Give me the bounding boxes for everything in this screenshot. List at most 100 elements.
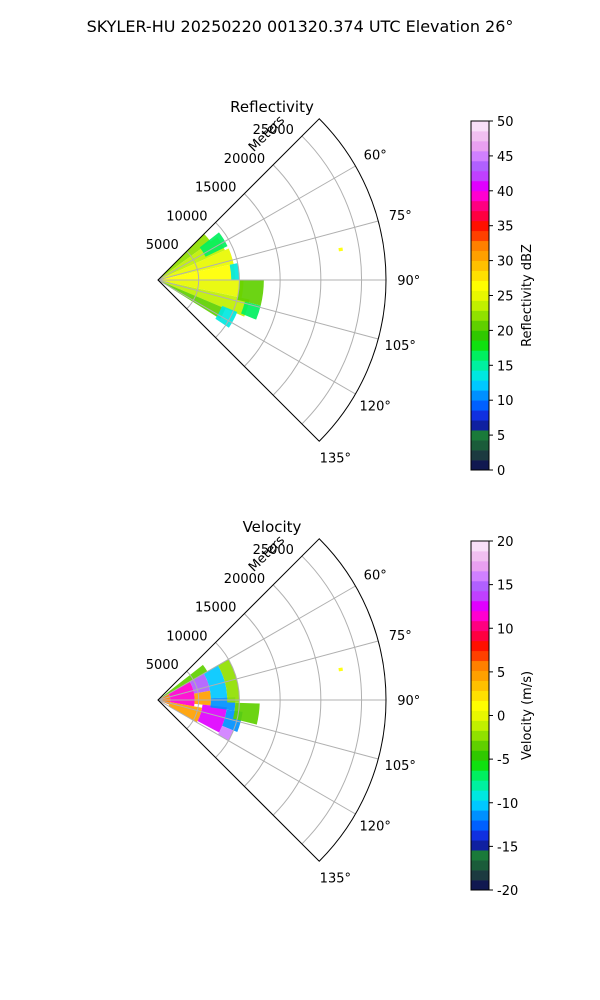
colorbar-segment-20	[471, 260, 489, 271]
colorbar-segment-16	[471, 720, 489, 731]
colorbar: 0 5 10 15 20 25 30 35 40 45 50 Reflectivity dBZ	[470, 115, 535, 479]
colorbar-segment-27	[471, 190, 489, 202]
colorbar-segment-26	[471, 620, 489, 632]
reflectivity-panel: Reflectivity500010000150002000025000Mete…	[146, 98, 535, 479]
echo-cell-2	[168, 702, 203, 723]
colorbar-segment-7	[471, 390, 489, 401]
echo-cell-0	[158, 693, 171, 705]
azimuth-tick-label-60: 60°	[364, 149, 387, 164]
colorbar-tick-label-0: 0	[497, 710, 505, 725]
colorbar-segment-19	[471, 690, 489, 701]
colorbar-segment-12	[471, 340, 489, 351]
range-tick-label-15000: 15000	[195, 181, 236, 196]
colorbar-segment-24	[471, 220, 489, 232]
colorbar-segment-13	[471, 750, 489, 761]
colorbar-segment-34	[471, 541, 489, 552]
azimuth-tick-label-75: 75°	[389, 209, 412, 224]
azimuth-tick-label-75: 75°	[389, 629, 412, 644]
colorbar-segment-4	[471, 420, 489, 431]
colorbar-tick-label-5: -5	[497, 753, 510, 768]
colorbar-segment-19	[471, 270, 489, 281]
colorbar-segment-30	[471, 580, 489, 592]
range-tick-label-15000: 15000	[195, 601, 236, 616]
colorbar-segment-12	[471, 760, 489, 771]
colorbar-segment-8	[471, 800, 489, 811]
echo-cell-6	[197, 704, 227, 733]
colorbar-tick-label-5: 5	[497, 429, 505, 444]
azimuth-tick-label-135: 135°	[320, 871, 351, 886]
colorbar-segment-28	[471, 600, 489, 612]
colorbar-segment-5	[471, 410, 489, 421]
colorbar-segment-2	[471, 860, 489, 871]
range-tick-label-10000: 10000	[166, 209, 207, 224]
colorbar-segment-25	[471, 210, 489, 222]
colorbar-segment-31	[471, 150, 489, 162]
colorbar-segment-32	[471, 560, 489, 572]
echo-cell-4	[189, 673, 211, 694]
colorbar-segment-29	[471, 590, 489, 602]
colorbar-segment-28	[471, 180, 489, 192]
colorbar-segment-0	[471, 460, 489, 471]
colorbar-segment-34	[471, 121, 489, 132]
colorbar-tick-label-35: 35	[497, 220, 514, 235]
azimuth-line-105	[157, 279, 379, 340]
panel-title: Velocity	[243, 518, 302, 536]
colorbar-segment-3	[471, 430, 489, 441]
colorbar-segment-15	[471, 730, 489, 741]
azimuth-tick-label-60: 60°	[364, 569, 387, 584]
colorbar-segment-21	[471, 670, 489, 681]
azimuth-line-75	[157, 220, 379, 281]
echo-cell-12	[338, 247, 343, 252]
range-tick-label-5000: 5000	[146, 238, 179, 253]
colorbar-segment-31	[471, 570, 489, 582]
azimuth-tick-label-120: 120°	[360, 819, 391, 834]
colorbar-tick-label-15: -15	[497, 840, 518, 855]
colorbar-segment-17	[471, 710, 489, 721]
colorbar-segment-10	[471, 360, 489, 371]
range-tick-label-25000: 25000	[253, 543, 294, 558]
azimuth-line-75	[157, 640, 379, 701]
azimuth-tick-label-90: 90°	[397, 274, 420, 289]
colorbar-segment-26	[471, 200, 489, 212]
colorbar-segment-18	[471, 700, 489, 711]
colorbar-segment-33	[471, 130, 489, 142]
echo-cell-5	[158, 280, 250, 317]
colorbar-segment-20	[471, 680, 489, 691]
colorbar-tick-label-20: -20	[497, 884, 518, 899]
colorbar-segment-1	[471, 450, 489, 461]
colorbar-segment-33	[471, 550, 489, 562]
echo-cell-12	[233, 702, 260, 725]
azimuth-line-120	[157, 699, 356, 815]
colorbar-tick-label-10: -10	[497, 797, 518, 812]
azimuth-line-120	[157, 279, 356, 395]
colorbar-segment-11	[471, 770, 489, 781]
figure-title: SKYLER-HU 20250220 001320.374 UTC Elevat…	[87, 17, 514, 36]
colorbar-segment-6	[471, 400, 489, 411]
echo-cell-3	[158, 664, 208, 700]
range-tick-label-20000: 20000	[224, 572, 265, 587]
azimuth-tick-label-105: 105°	[385, 759, 416, 774]
colorbar-tick-label-5: 5	[497, 666, 505, 681]
colorbar-segment-9	[471, 790, 489, 801]
colorbar-segment-3	[471, 850, 489, 861]
colorbar-segment-18	[471, 280, 489, 291]
azimuth-line-60	[157, 165, 356, 281]
colorbar-tick-label-0: 0	[497, 464, 505, 479]
echo-cell-7	[199, 232, 228, 257]
colorbar-tick-label-10: 10	[497, 622, 514, 637]
azimuth-tick-label-105: 105°	[385, 339, 416, 354]
colorbar-tick-label-20: 20	[497, 324, 514, 339]
colorbar-segment-14	[471, 740, 489, 751]
colorbar-segment-15	[471, 310, 489, 321]
echo-cell-8	[229, 263, 240, 280]
azimuth-tick-label-120: 120°	[360, 399, 391, 414]
colorbar-segment-13	[471, 330, 489, 341]
colorbar-segment-5	[471, 830, 489, 841]
colorbar-segment-10	[471, 780, 489, 791]
colorbar-segment-0	[471, 880, 489, 891]
azimuth-line-105	[157, 699, 379, 760]
colorbar-tick-label-20: 20	[497, 535, 514, 550]
range-tick-label-20000: 20000	[224, 152, 265, 167]
colorbar-tick-label-25: 25	[497, 290, 514, 305]
